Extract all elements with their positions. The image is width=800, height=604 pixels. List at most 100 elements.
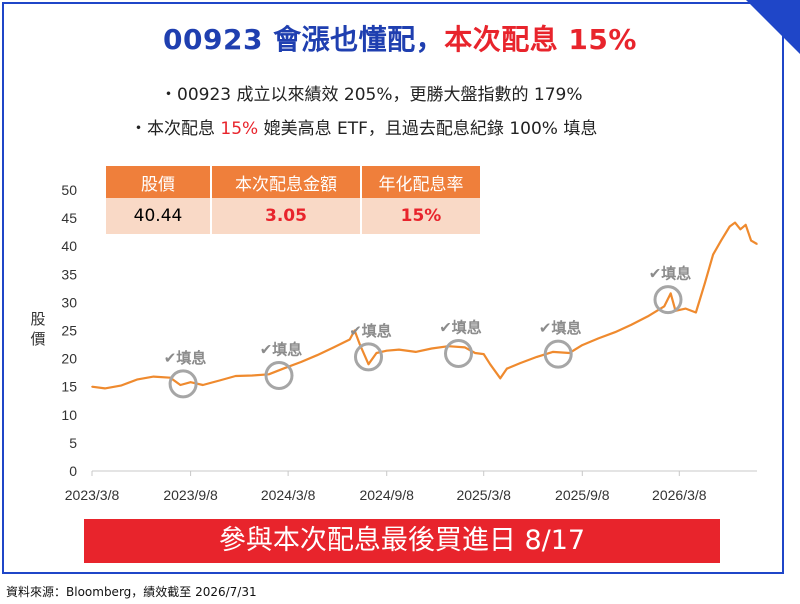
price-point xyxy=(756,243,758,245)
price-point xyxy=(499,377,502,380)
price-point xyxy=(614,331,616,334)
price-point xyxy=(91,385,93,388)
x-tick-label: 2024/9/8 xyxy=(359,487,414,503)
table-row: 40.44 3.05 15% xyxy=(106,198,482,234)
y-tick-label: 20 xyxy=(61,351,77,367)
price-point xyxy=(136,378,139,381)
price-point xyxy=(695,311,697,314)
x-tick-label: 2025/9/8 xyxy=(555,487,610,503)
price-point xyxy=(189,381,192,384)
price-point xyxy=(202,384,204,386)
price-point xyxy=(739,228,742,231)
price-point xyxy=(750,239,752,242)
price-point xyxy=(669,292,672,295)
header-yield: 年化配息率 xyxy=(361,166,482,198)
price-point xyxy=(663,305,666,308)
price-point xyxy=(489,363,491,366)
source-note: 資料來源：Bloomberg，績效截至 2026/7/31 xyxy=(6,585,257,599)
price-point xyxy=(268,373,270,376)
y-tick-label: 10 xyxy=(61,407,77,423)
price-point xyxy=(218,379,221,382)
price-point xyxy=(734,221,736,224)
fill-gap-marker xyxy=(264,361,294,390)
price-point xyxy=(385,349,388,352)
fill-gap-marker xyxy=(168,369,198,399)
price-point xyxy=(430,347,433,350)
y-tick-label: 5 xyxy=(69,435,77,451)
price-point xyxy=(332,346,335,349)
value-yield: 15% xyxy=(361,198,482,234)
y-tick-label: 25 xyxy=(61,323,77,339)
price-point xyxy=(506,367,508,370)
price-point xyxy=(251,374,253,377)
price-point xyxy=(375,352,378,354)
table-header-row: 股價 本次配息金額 年化配息率 xyxy=(106,166,482,198)
fill-gap-label: ✔填息 xyxy=(164,349,207,367)
price-point xyxy=(414,351,417,353)
fill-gap-marker xyxy=(543,339,573,369)
y-tick-label: 45 xyxy=(61,210,77,226)
price-point xyxy=(597,337,600,340)
price-point xyxy=(704,281,706,284)
price-point xyxy=(464,346,466,349)
price-point xyxy=(684,307,687,310)
slide-frame xyxy=(2,2,784,574)
price-point xyxy=(646,315,649,318)
price-point xyxy=(519,362,521,364)
y-tick-label: 50 xyxy=(61,182,77,198)
title-part1: 00923 會漲也懂配， xyxy=(163,23,445,56)
price-point xyxy=(353,329,356,332)
bullet-yield: ・本次配息 15% 媲美高息 ETF，且過去配息紀錄 100% 填息 xyxy=(130,114,597,139)
fill-gap-label: ✔填息 xyxy=(539,319,582,337)
price-point xyxy=(720,239,722,242)
price-point xyxy=(152,375,155,378)
last-buy-date-banner: 參與本次配息最後買進日 8/17 xyxy=(84,519,720,563)
bullet-performance: ・00923 成立以來績效 205%，更勝大盤指數的 179% xyxy=(160,85,583,105)
price-point xyxy=(367,363,370,366)
price-point xyxy=(283,367,286,370)
price-point xyxy=(348,338,351,341)
header-price: 股價 xyxy=(106,166,212,198)
price-point xyxy=(728,225,731,228)
page-title: 00923 會漲也懂配，本次配息 15% xyxy=(0,18,800,58)
y-tick-label: 35 xyxy=(61,266,77,282)
y-axis-label: 股 xyxy=(30,310,45,328)
value-price: 40.44 xyxy=(106,198,212,234)
bullet-yield-post: 媲美高息 ETF，且過去配息紀錄 100% 填息 xyxy=(258,119,598,139)
x-tick-label: 2024/3/8 xyxy=(261,487,316,503)
price-point xyxy=(630,324,632,326)
title-part2: 本次配息 15% xyxy=(444,23,637,56)
price-point xyxy=(581,344,584,346)
y-axis-label: 價 xyxy=(30,330,45,348)
fill-gap-label: ✔填息 xyxy=(349,322,392,340)
dividend-table: 股價 本次配息金額 年化配息率 40.44 3.05 15% xyxy=(106,166,482,234)
y-tick-label: 15 xyxy=(61,379,77,395)
price-point xyxy=(104,387,106,390)
price-point xyxy=(744,224,747,226)
x-tick-label: 2026/3/8 xyxy=(652,487,707,503)
y-tick-label: 30 xyxy=(61,294,77,310)
header-dividend: 本次配息金額 xyxy=(211,166,362,198)
y-tick-label: 40 xyxy=(61,238,77,254)
fill-gap-label: ✔填息 xyxy=(439,319,482,337)
value-dividend: 3.05 xyxy=(211,198,362,234)
bullet-yield-pre: ・本次配息 xyxy=(130,119,221,139)
x-tick-label: 2025/3/8 xyxy=(456,487,511,503)
fill-gap-label: ✔填息 xyxy=(649,265,692,283)
price-point xyxy=(316,354,318,357)
fill-gap-marker xyxy=(444,339,473,368)
price-point xyxy=(398,348,400,351)
x-tick-label: 2023/9/8 xyxy=(163,487,218,503)
fill-gap-label: ✔填息 xyxy=(260,341,303,359)
x-tick-label: 2023/3/8 xyxy=(65,487,120,503)
price-point xyxy=(179,384,182,386)
price-point xyxy=(552,351,554,353)
fill-gap-marker xyxy=(653,285,683,315)
y-tick-label: 0 xyxy=(69,463,77,479)
corner-accent xyxy=(746,0,800,54)
price-point xyxy=(712,253,714,256)
fill-gap-marker xyxy=(354,342,383,372)
price-point xyxy=(482,353,485,355)
price-point xyxy=(300,361,302,363)
